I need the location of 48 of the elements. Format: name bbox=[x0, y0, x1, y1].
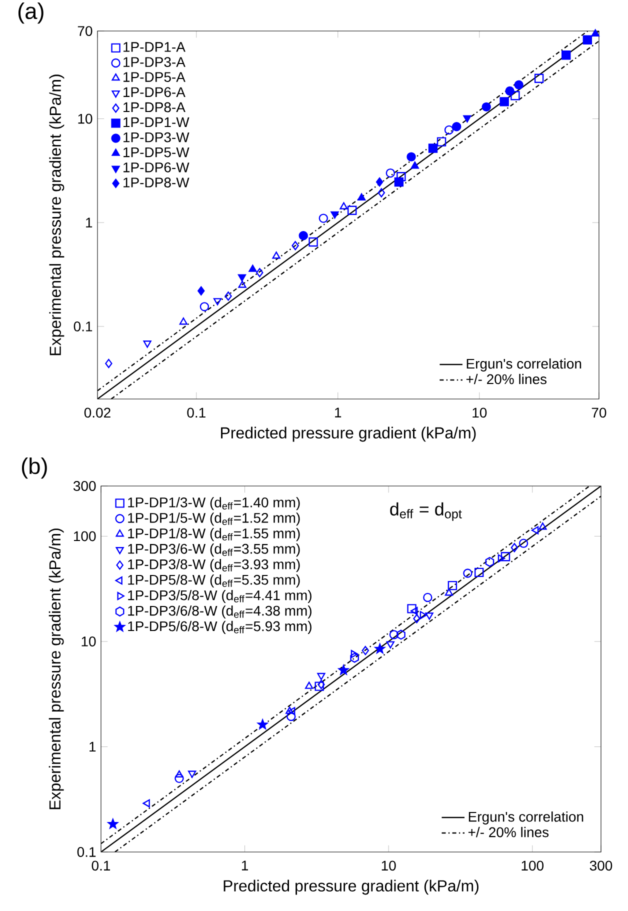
y-tick-label: 0.1 bbox=[77, 847, 96, 857]
x-tick-label: 10 bbox=[472, 408, 487, 418]
legend-label: 1P-DP1/3-W (d$_{eff}$=1.40 mm) bbox=[128, 497, 300, 510]
x-tick-label: 10 bbox=[382, 860, 396, 871]
y-axis-title: Experimental pressure gradient (kPa/m) bbox=[49, 74, 64, 356]
legend-label: 1P-DP3/6-W (d$_{eff}$=3.55 mm) bbox=[128, 544, 300, 557]
legend-label: +/- 20% lines bbox=[468, 826, 549, 838]
x-tick-label: 0.1 bbox=[187, 408, 206, 418]
y-tick-label: 1 bbox=[90, 742, 96, 752]
annotation: d$_{eff}$ = d$_{opt}$ bbox=[390, 502, 462, 521]
y-tick-label: 1 bbox=[86, 218, 92, 228]
legend-label: 1P-DP6-W bbox=[124, 162, 190, 172]
legend-label: +/- 20% lines bbox=[466, 374, 546, 384]
y-tick-label: 10 bbox=[78, 114, 92, 124]
y-tick-label: 0.1 bbox=[74, 321, 92, 332]
legend-label: Ergun's correlation bbox=[466, 358, 582, 372]
legend-label: Ergun's correlation bbox=[468, 811, 584, 824]
legend-label: 1P-DP3/5/8-W (d$_{eff}$=4.41 mm) bbox=[128, 590, 312, 604]
legend-label: 1P-DP1-W bbox=[124, 117, 190, 128]
chart-title: (b) bbox=[22, 458, 47, 479]
chart-title: (a) bbox=[18, 2, 44, 24]
x-tick-label: 100 bbox=[522, 860, 544, 871]
x-tick-label: 300 bbox=[590, 860, 612, 871]
legend-label: 1P-DP5-W bbox=[124, 147, 190, 158]
legend-label: 1P-DP3-A bbox=[124, 57, 186, 68]
x-tick-label: 0.02 bbox=[84, 408, 110, 418]
legend-label: 1P-DP1/5-W (d$_{eff}$=1.52 mm) bbox=[128, 512, 300, 526]
legend-label: 1P-DP3/8-W (d$_{eff}$=3.93 mm) bbox=[128, 559, 300, 572]
x-tick-label: 70 bbox=[592, 408, 606, 418]
legend-label: 1P-DP5/6/8-W (d$_{eff}$=5.93 mm) bbox=[128, 620, 312, 634]
y-tick-label: 10 bbox=[82, 636, 96, 646]
legend-label: 1P-DP8-W bbox=[124, 178, 190, 188]
legend-label: 1P-DP3/6/8-W (d$_{eff}$=4.38 mm) bbox=[128, 605, 312, 618]
x-axis-title: Predicted pressure gradient (kPa/m) bbox=[221, 426, 476, 442]
legend-label: 1P-DP1-A bbox=[124, 42, 186, 52]
y-tick-label: 70 bbox=[78, 26, 92, 36]
legend-label: 1P-DP5/8-W (d$_{eff}$=5.35 mm) bbox=[128, 574, 300, 588]
x-axis-title: Predicted pressure gradient (kPa/m) bbox=[224, 880, 478, 895]
x-tick-label: 1 bbox=[242, 860, 248, 870]
legend-label: 1P-DP1/8-W (d$_{eff}$=1.55 mm) bbox=[128, 528, 300, 542]
legend-label: 1P-DP8-A bbox=[124, 102, 186, 112]
legend-label: 1P-DP6-A bbox=[124, 87, 186, 98]
legend-label: 1P-DP3-W bbox=[124, 132, 190, 142]
y-axis-title: Experimental pressure gradient (kPa/m) bbox=[48, 528, 64, 810]
y-tick-label: 100 bbox=[74, 531, 96, 542]
x-tick-label: 1 bbox=[335, 408, 342, 418]
legend-label: 1P-DP5-A bbox=[124, 72, 186, 82]
y-tick-label: 300 bbox=[73, 481, 96, 491]
